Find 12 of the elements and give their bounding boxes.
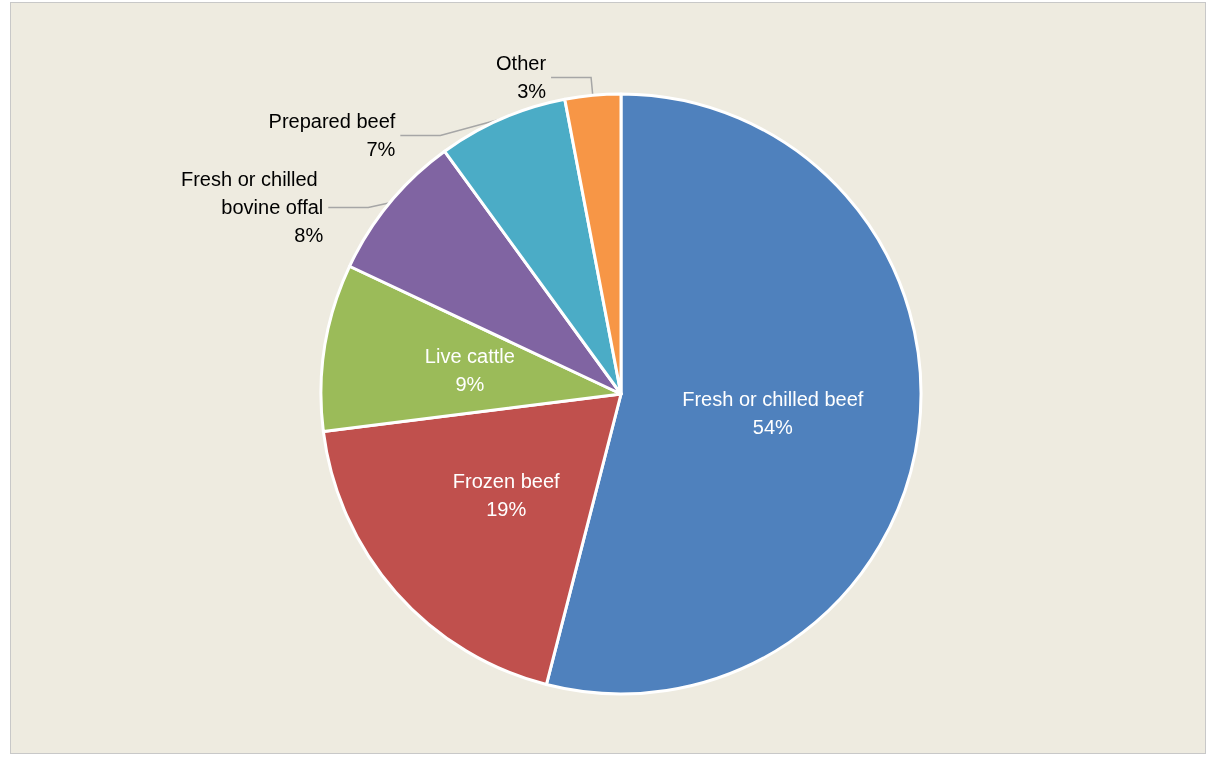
data-label: 54% — [752, 416, 794, 439]
slice-label: Prepared beef — [268, 110, 396, 133]
data-label: 9% — [455, 373, 485, 396]
slice-label: Fresh or chilled beef — [682, 388, 864, 411]
slice-label: Live cattle — [424, 345, 515, 368]
slice-label: Other — [496, 52, 547, 75]
data-label: 3% — [517, 80, 547, 103]
data-label: 8% — [294, 224, 324, 247]
slice-label: Fresh or chilled bovine offal — [181, 168, 324, 219]
data-label: 7% — [366, 138, 396, 161]
slice-label: Frozen beef — [452, 470, 561, 493]
data-label: 19% — [486, 498, 527, 521]
